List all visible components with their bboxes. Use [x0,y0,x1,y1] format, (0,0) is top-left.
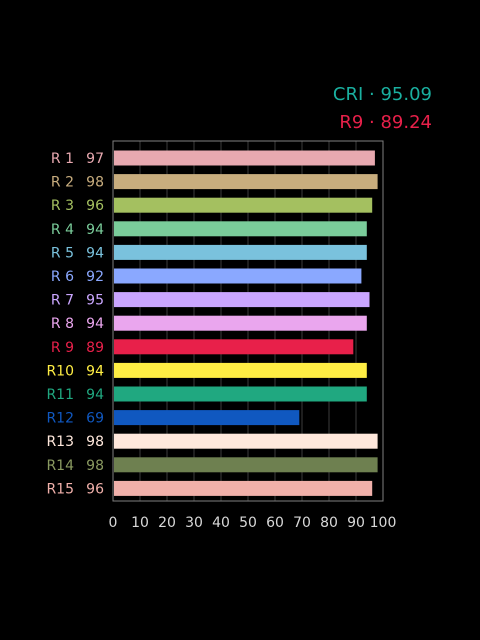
value-label: 96 [86,198,104,214]
value-label: 94 [86,387,104,403]
category-label: R 8 [51,316,74,332]
category-label: R 2 [51,175,74,191]
category-label: R 7 [51,293,74,309]
category-label: R 1 [51,151,74,167]
bar-r13 [114,433,378,449]
value-label: 92 [86,269,104,285]
bar-r6 [114,268,362,284]
bar-r2 [114,174,378,190]
x-tick-label: 70 [293,515,311,531]
bar-r10 [114,362,367,378]
x-tick-label: 0 [109,515,118,531]
category-label: R14 [46,458,74,474]
x-tick-label: 50 [239,515,257,531]
bar-r9 [114,339,354,355]
value-label: 96 [86,481,104,497]
x-tick-label: 30 [185,515,203,531]
value-label: 94 [86,245,104,261]
bar-r11 [114,386,367,402]
value-label: 94 [86,316,104,332]
cri-value: CRI · 95.09 [332,84,432,105]
category-label: R 3 [51,198,74,214]
bar-r15 [114,480,373,496]
bar-r3 [114,197,373,213]
bar-r5 [114,244,367,260]
value-label: 94 [86,363,104,379]
x-tick-label: 100 [370,515,397,531]
category-label: R 9 [51,340,74,356]
value-label: 89 [86,340,104,356]
bar-r12 [114,410,300,426]
category-label: R 6 [51,269,74,285]
bar-r8 [114,315,367,331]
category-label: R10 [46,363,74,379]
x-tick-label: 60 [266,515,284,531]
value-label: 98 [86,175,104,191]
value-label: 98 [86,434,104,450]
bar-r7 [114,292,370,308]
r9-value: R9 · 89.24 [339,112,432,133]
category-label: R 5 [51,245,74,261]
value-label: 94 [86,222,104,238]
x-tick-label: 20 [158,515,176,531]
x-tick-label: 40 [212,515,230,531]
value-label: 69 [86,411,104,427]
category-label: R13 [46,434,74,450]
value-label: 98 [86,458,104,474]
x-tick-label: 90 [347,515,365,531]
x-tick-label: 10 [131,515,149,531]
x-tick-label: 80 [320,515,338,531]
bar-r1 [114,150,375,166]
plot-frame [112,140,384,502]
category-label: R 4 [51,222,74,238]
bar-r14 [114,457,378,473]
bar-r4 [114,221,367,237]
category-label: R15 [46,481,74,497]
value-label: 95 [86,293,104,309]
value-label: 97 [86,151,104,167]
category-label: R12 [46,411,74,427]
category-label: R11 [46,387,74,403]
